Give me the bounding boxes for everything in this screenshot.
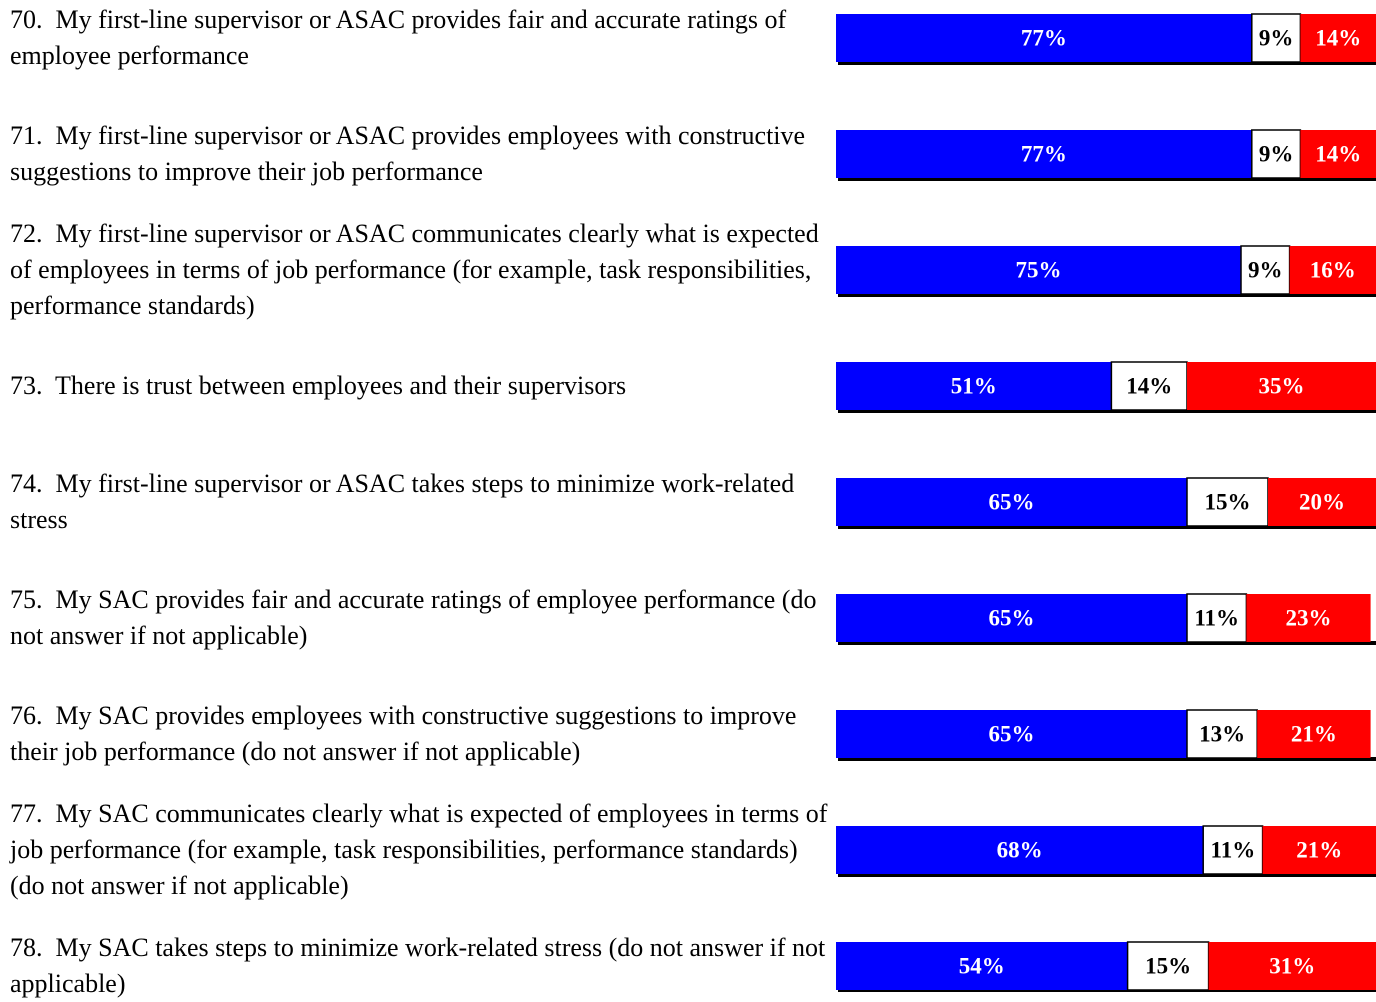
- bar-segment: [1126, 941, 1210, 991]
- bar-segment: [1268, 478, 1376, 526]
- value-label: 15%: [1205, 490, 1251, 515]
- value-label: 68%: [997, 838, 1043, 863]
- question-label: 78. My SAC takes steps to minimize work-…: [10, 933, 832, 998]
- bar-segment: [1187, 362, 1376, 410]
- bar-shadow: [838, 293, 1376, 297]
- value-label: 35%: [1259, 374, 1305, 399]
- bar-segment: [1186, 709, 1258, 759]
- bar-segment: [1240, 245, 1291, 295]
- bar-segment: [1300, 14, 1376, 62]
- value-label: 23%: [1286, 606, 1332, 631]
- bar-segment: [1262, 826, 1376, 874]
- bar-segment: [1186, 593, 1248, 643]
- bar-shadow: [838, 409, 1376, 413]
- bar-segment: [836, 826, 1204, 874]
- bar-segment: [836, 130, 1252, 178]
- value-label: 13%: [1199, 722, 1245, 747]
- value-label: 16%: [1310, 258, 1356, 283]
- value-label: 14%: [1126, 374, 1172, 399]
- question-label: 72. My first-line supervisor or ASAC com…: [10, 219, 826, 320]
- value-label: 14%: [1315, 142, 1361, 167]
- question-label: 77. My SAC communicates clearly what is …: [10, 799, 834, 900]
- value-label: 65%: [989, 490, 1035, 515]
- value-label: 14%: [1315, 26, 1361, 51]
- value-label: 65%: [989, 722, 1035, 747]
- bar-segment: [1300, 130, 1376, 178]
- question-label: 71. My first-line supervisor or ASAC pro…: [10, 121, 812, 186]
- value-label: 51%: [951, 374, 997, 399]
- value-label: 21%: [1296, 838, 1342, 863]
- value-label: 9%: [1259, 26, 1294, 51]
- bar-shadow: [838, 989, 1376, 992]
- bar-shadow: [838, 873, 1376, 877]
- bar-shadow: [838, 641, 1376, 645]
- bar-segment: [1251, 129, 1302, 179]
- value-label: 54%: [959, 954, 1005, 979]
- question-label: 76. My SAC provides employees with const…: [10, 701, 803, 766]
- value-label: 65%: [989, 606, 1035, 631]
- value-label: 11%: [1194, 606, 1239, 631]
- question-label: 73. There is trust between employees and…: [10, 371, 627, 400]
- bar-segment: [836, 246, 1241, 294]
- bar-segment: [1186, 477, 1269, 527]
- bar-segment: [1208, 942, 1376, 990]
- question-label: 75. My SAC provides fair and accurate ra…: [10, 585, 823, 650]
- bar-segment: [836, 478, 1187, 526]
- bar-shadow: [838, 177, 1376, 181]
- bar-segment: [836, 710, 1187, 758]
- value-label: 21%: [1291, 722, 1337, 747]
- question-label: 70. My first-line supervisor or ASAC pro…: [10, 5, 793, 70]
- value-label: 9%: [1248, 258, 1283, 283]
- bar-segment: [836, 594, 1187, 642]
- value-label: 77%: [1021, 142, 1067, 167]
- bar-segment: [836, 942, 1128, 990]
- bar-segment: [1289, 246, 1376, 294]
- value-label: 11%: [1211, 838, 1256, 863]
- bar-shadow: [838, 61, 1376, 65]
- bar-shadow: [838, 525, 1376, 529]
- bar-segment: [1202, 825, 1264, 875]
- bar-segment: [1257, 710, 1371, 758]
- value-label: 75%: [1016, 258, 1062, 283]
- bar-segment: [1246, 594, 1371, 642]
- value-label: 20%: [1299, 490, 1345, 515]
- bar-shadow: [838, 757, 1376, 761]
- question-label: 74. My first-line supervisor or ASAC tak…: [10, 469, 801, 534]
- value-label: 31%: [1269, 954, 1315, 979]
- bar-segment: [836, 362, 1112, 410]
- bar-segment: [836, 14, 1252, 62]
- value-label: 15%: [1145, 954, 1191, 979]
- value-label: 9%: [1259, 142, 1294, 167]
- value-label: 77%: [1021, 26, 1067, 51]
